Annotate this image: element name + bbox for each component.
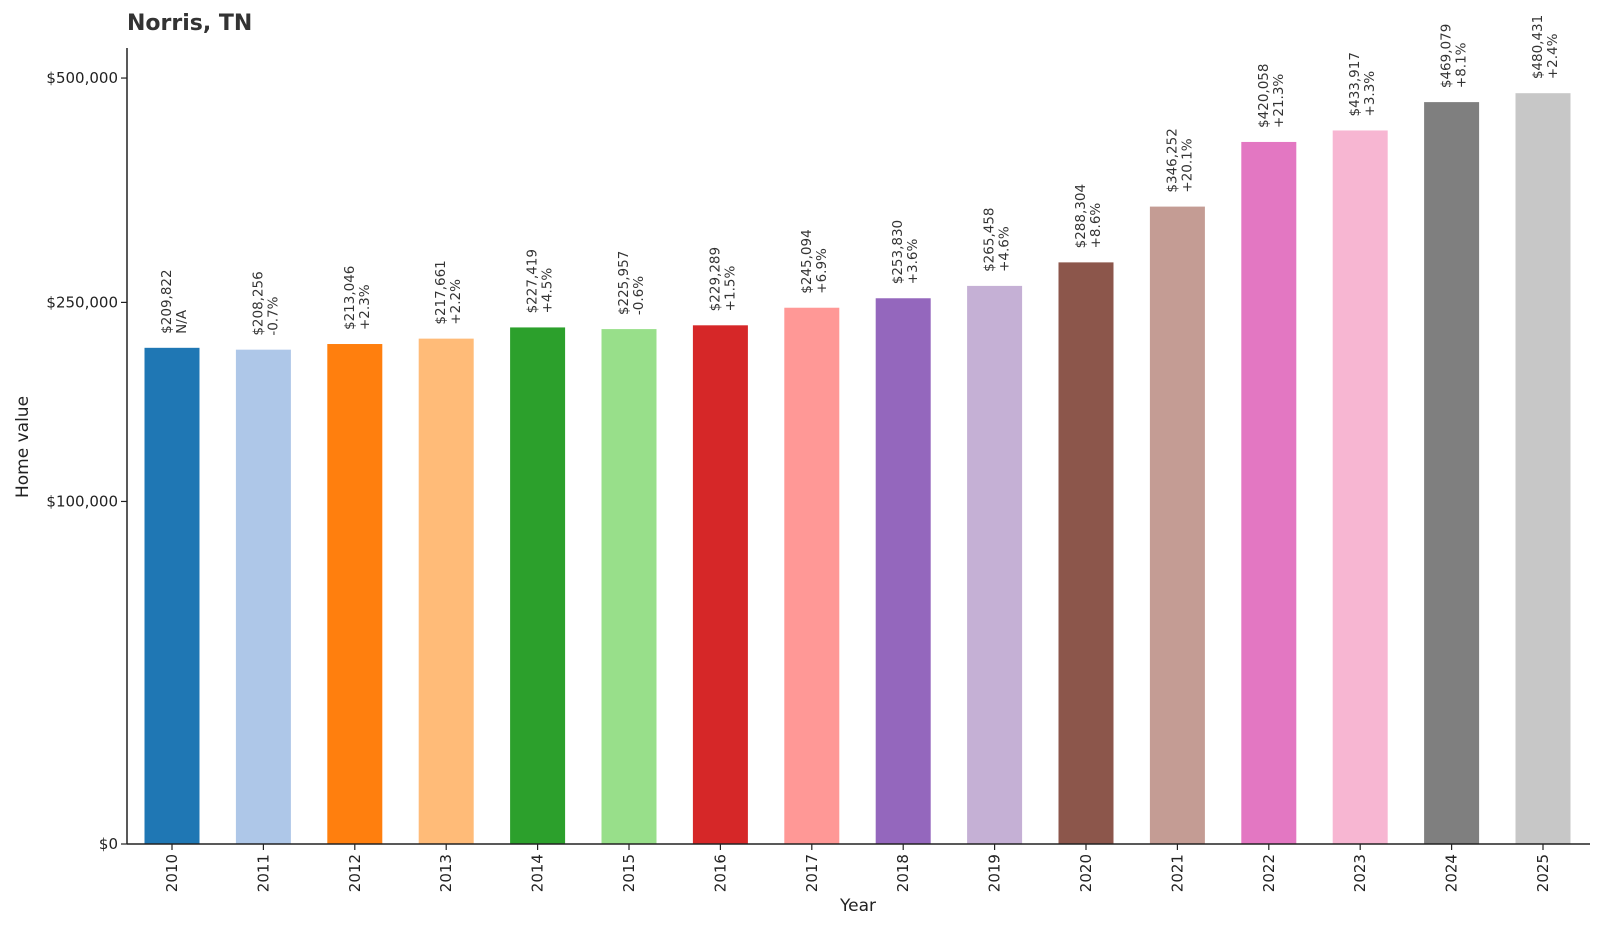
chart-title: Norris, TN xyxy=(127,11,252,36)
bar-change-label: N/A xyxy=(174,309,190,334)
bar-change-label: -0.7% xyxy=(265,296,281,335)
bar-2025 xyxy=(1515,93,1571,845)
bar-change-label: +3.3% xyxy=(1362,71,1378,117)
bar-change-label: +2.4% xyxy=(1545,33,1561,79)
bar-change-label: +1.5% xyxy=(722,266,738,312)
bar-value-label: $208,256 xyxy=(250,271,266,335)
bar-value-label: $420,058 xyxy=(1256,64,1272,128)
x-tick-label: 2013 xyxy=(437,854,455,892)
bar-2017 xyxy=(784,307,840,844)
bar-2010 xyxy=(144,347,200,844)
x-tick-label: 2024 xyxy=(1443,854,1461,892)
x-tick-label: 2017 xyxy=(803,854,821,892)
x-tick-label: 2023 xyxy=(1351,854,1369,892)
x-tick-label: 2010 xyxy=(163,854,181,892)
bar-value-label: $288,304 xyxy=(1073,184,1089,248)
plot-area: $0 $100,000 $250,000 $500,000 2010 $209,822 N/… xyxy=(46,15,1571,892)
x-tick-label: 2022 xyxy=(1260,854,1278,892)
y-tick-label: $500,000 xyxy=(46,69,118,87)
bar-value-label: $209,822 xyxy=(159,269,175,333)
bar-2024 xyxy=(1424,102,1480,844)
bar-change-label: +2.2% xyxy=(448,279,464,325)
bar-2016 xyxy=(692,325,748,845)
bar-2015 xyxy=(601,329,657,844)
bar-2011 xyxy=(235,349,291,844)
x-tick-label: 2012 xyxy=(346,854,364,892)
bar-value-label: $227,419 xyxy=(525,249,541,313)
bar-value-label: $217,661 xyxy=(433,260,449,324)
y-tick-label: $0 xyxy=(99,835,118,853)
bar-value-label: $245,094 xyxy=(799,229,815,293)
bar-2021 xyxy=(1149,206,1205,844)
x-tick-label: 2015 xyxy=(620,854,638,892)
bar-2020 xyxy=(1058,262,1114,844)
bar-change-label: +2.3% xyxy=(357,284,373,330)
bar-value-label: $229,289 xyxy=(707,247,723,311)
bar-value-label: $469,079 xyxy=(1439,24,1455,88)
x-tick-label: 2018 xyxy=(894,854,912,892)
bar-2012 xyxy=(327,344,383,844)
x-tick-label: 2021 xyxy=(1168,854,1186,892)
x-tick-label: 2020 xyxy=(1077,854,1095,892)
bar-change-label: +4.6% xyxy=(997,226,1013,272)
bar-value-label: $480,431 xyxy=(1530,15,1546,79)
bar-2018 xyxy=(875,298,931,844)
y-tick-label: $100,000 xyxy=(46,492,118,510)
bar-value-label: $225,957 xyxy=(616,251,632,315)
bar-value-label: $265,458 xyxy=(982,207,998,271)
bar-value-label: $253,830 xyxy=(890,220,906,284)
bar-change-label: +20.1% xyxy=(1179,138,1195,192)
x-tick-label: 2011 xyxy=(254,854,272,892)
bar-2022 xyxy=(1241,141,1297,845)
x-tick-label: 2014 xyxy=(529,854,547,892)
x-tick-label: 2016 xyxy=(711,854,729,892)
bar-change-label: +21.3% xyxy=(1271,74,1287,128)
y-axis-label: Home value xyxy=(13,396,33,498)
x-tick-label: 2019 xyxy=(986,854,1004,892)
x-axis-label: Year xyxy=(839,896,876,916)
bar-change-label: +4.5% xyxy=(540,268,556,314)
bar-change-label: +6.9% xyxy=(814,248,830,294)
y-tick-label: $250,000 xyxy=(46,293,118,311)
x-tick-label: 2025 xyxy=(1534,854,1552,892)
bar-value-label: $213,046 xyxy=(342,266,358,330)
bar-2019 xyxy=(967,285,1023,844)
bar-value-label: $433,917 xyxy=(1347,52,1363,116)
bar-2014 xyxy=(510,327,566,844)
bar-change-label: +8.6% xyxy=(1088,203,1104,249)
bar-2023 xyxy=(1332,130,1388,845)
bar-change-label: -0.6% xyxy=(631,276,647,315)
bar-value-label: $346,252 xyxy=(1164,128,1180,192)
bar-2013 xyxy=(418,338,474,844)
bar-change-label: +3.6% xyxy=(905,238,921,284)
bar-change-label: +8.1% xyxy=(1454,42,1470,88)
